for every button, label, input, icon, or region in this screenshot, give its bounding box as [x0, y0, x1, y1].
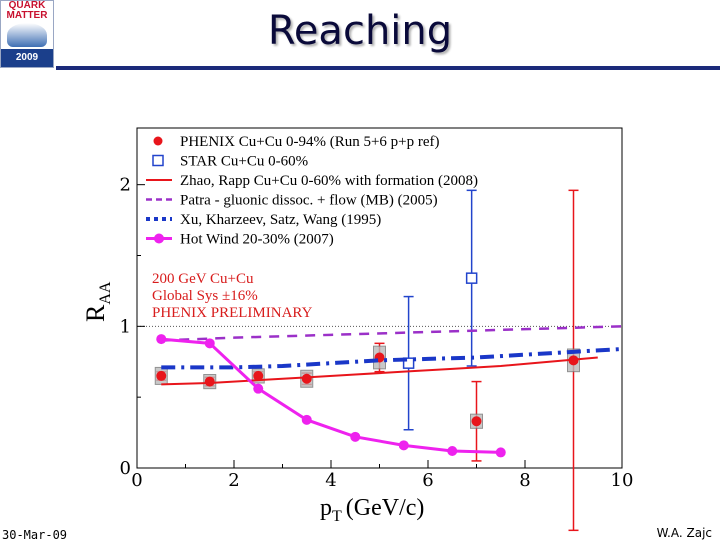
legend-entry: Zhao, Rapp Cu+Cu 0-60% with formation (2… — [180, 173, 478, 189]
phenix-point — [253, 370, 264, 381]
chart-annotation: Global Sys ±16% — [152, 288, 258, 304]
x-tick-label: 2 — [228, 470, 239, 491]
legend-entry: STAR Cu+Cu 0-60% — [180, 154, 308, 170]
series-line-5 — [161, 337, 501, 454]
phenix-point — [204, 376, 215, 387]
series-line-3 — [161, 325, 623, 342]
hot-wind-point — [204, 338, 215, 349]
slide-title: Reaching — [267, 8, 453, 54]
hot-wind-point — [350, 431, 361, 442]
star-point — [402, 357, 415, 369]
logo-line2: MATTER — [6, 10, 48, 21]
x-tick-label: 6 — [422, 470, 433, 491]
chart-annotation: 200 GeV Cu+Cu — [152, 271, 254, 287]
hot-wind-point — [495, 447, 506, 458]
series-line-4 — [161, 347, 623, 370]
x-axis-label: pT (GeV/c) — [320, 495, 424, 525]
phenix-point — [471, 416, 482, 427]
quark-matter-logo: QUARK MATTER 2009 — [0, 0, 54, 68]
chart-annotation: PHENIX PRELIMINARY — [152, 305, 313, 321]
star-point — [465, 272, 478, 284]
hot-wind-point — [301, 414, 312, 425]
legend-entry: Xu, Kharzeev, Satz, Wang (1995) — [180, 212, 381, 228]
hot-wind-point — [398, 440, 409, 451]
logo-text: QUARK MATTER — [1, 1, 53, 21]
x-tick-label: 0 — [131, 470, 142, 491]
x-tick-label: 10 — [611, 470, 634, 491]
x-tick-label: 4 — [325, 470, 336, 491]
logo-line1: QUARK — [8, 0, 46, 11]
legend-entry: PHENIX Cu+Cu 0-94% (Run 5+6 p+p ref) — [180, 134, 440, 150]
footer-date: 30-Mar-09 — [2, 528, 68, 542]
legend-marker — [152, 154, 164, 167]
legend-entry: Hot Wind 20-30% (2007) — [180, 232, 334, 248]
hot-wind-point — [447, 446, 458, 456]
phenix-point — [301, 373, 312, 384]
title-divider — [56, 66, 720, 70]
legend-entry: Patra - gluonic dissoc. + flow (MB) (200… — [180, 193, 438, 209]
y-tick-label: 1 — [120, 316, 131, 337]
footer-author: W.A. Zajc — [656, 526, 712, 540]
legend-marker — [154, 233, 164, 244]
logo-emblem — [7, 23, 47, 47]
legend-marker — [153, 136, 163, 146]
y-axis-label: RAA — [81, 281, 114, 322]
hot-wind-point — [156, 334, 167, 345]
phenix-point — [156, 370, 167, 381]
y-tick-label: 0 — [120, 458, 131, 479]
y-tick-label: 2 — [120, 175, 131, 196]
hot-wind-point — [253, 383, 264, 394]
plot-layer: 0 2 4 6 8 10 0 1 2 pT (GeV/c) RAA PHENIX Cu+Cu 0-94%… — [81, 127, 634, 532]
logo-year: 2009 — [1, 49, 53, 67]
x-tick-label: 8 — [519, 470, 530, 491]
series-line-2 — [161, 356, 598, 386]
